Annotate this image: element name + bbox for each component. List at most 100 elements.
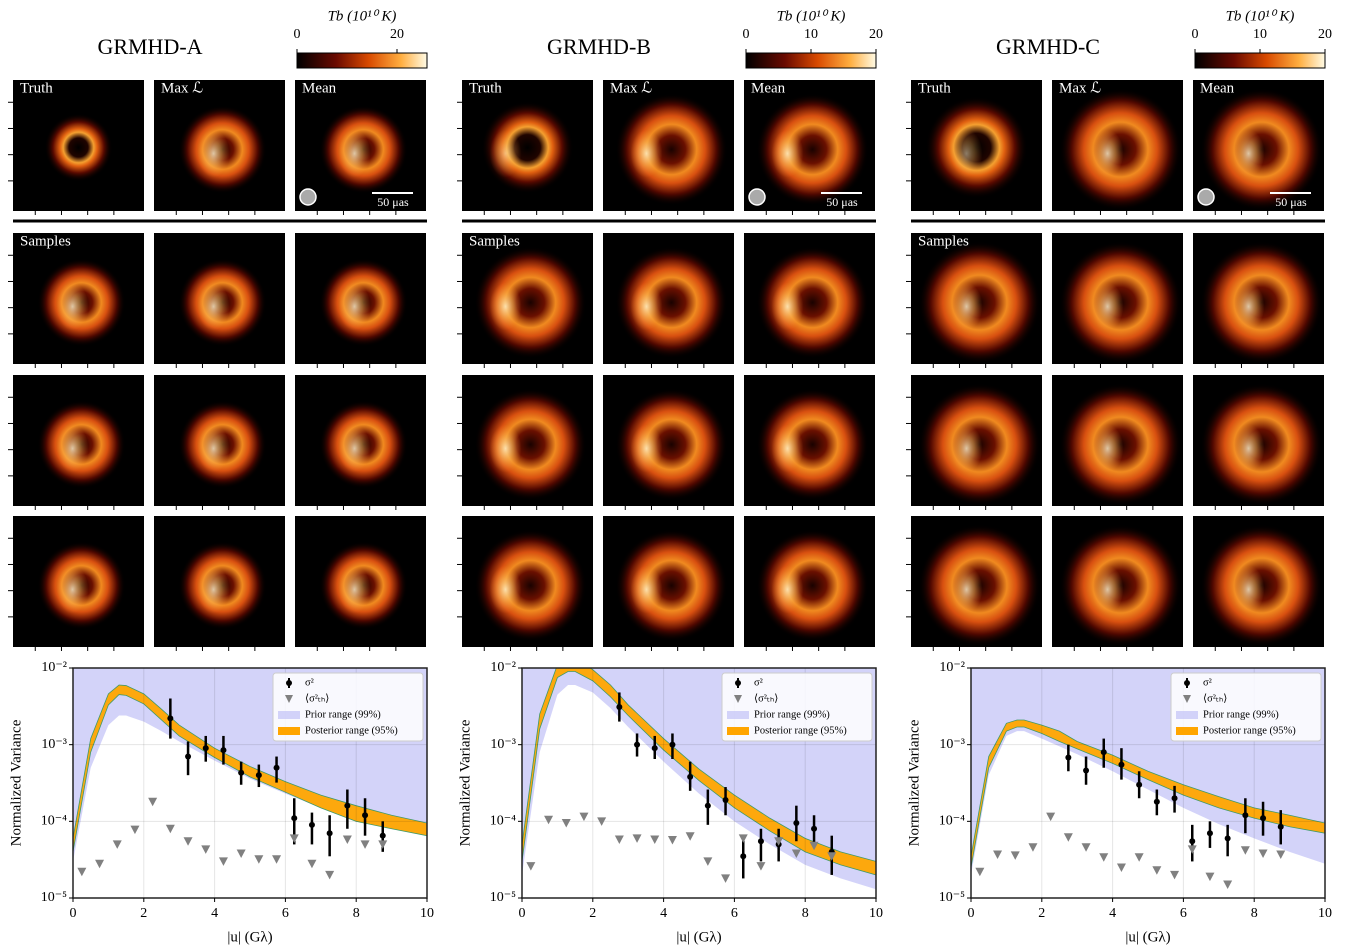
bright-spot bbox=[197, 424, 230, 473]
plot-frame bbox=[521, 667, 877, 899]
legend-label: Posterior range (95%) bbox=[1203, 725, 1296, 736]
ring-emission bbox=[615, 388, 728, 501]
panel-title: GRMHD-B bbox=[547, 34, 651, 59]
x-tick-label: 4 bbox=[660, 906, 667, 921]
image-label: Truth bbox=[469, 80, 502, 96]
bright-spot bbox=[338, 424, 371, 473]
legend-label: Posterior range (95%) bbox=[305, 725, 398, 736]
triangle-point bbox=[1134, 853, 1144, 862]
bright-spot bbox=[630, 282, 663, 331]
legend-box bbox=[721, 672, 873, 742]
legend-label: ⟨σ²ₜₕ⟩ bbox=[305, 692, 329, 704]
beam bbox=[1197, 188, 1215, 206]
bright-spot bbox=[338, 565, 371, 614]
triangle-point bbox=[148, 797, 158, 807]
y-tick-label: 10⁻⁴ bbox=[939, 814, 965, 829]
data-point bbox=[255, 772, 262, 779]
triangle-point bbox=[667, 836, 677, 845]
triangle-point bbox=[526, 862, 536, 871]
legend-marker bbox=[727, 727, 749, 735]
triangle-point bbox=[272, 855, 282, 864]
bright-spot bbox=[950, 424, 983, 473]
data-point bbox=[362, 812, 369, 819]
colorbar-tick-label: 0 bbox=[743, 27, 750, 42]
x-tick-label: 6 bbox=[1180, 906, 1187, 921]
x-tick-label: 8 bbox=[1251, 906, 1258, 921]
colorbar bbox=[296, 52, 428, 69]
x-tick-label: 0 bbox=[968, 906, 975, 921]
x-tick-label: 0 bbox=[519, 906, 526, 921]
colorbar-tick-label: 0 bbox=[1192, 27, 1199, 42]
bright-spot bbox=[1232, 129, 1265, 178]
x-tick-label: 2 bbox=[1038, 906, 1045, 921]
triangle-point bbox=[1152, 866, 1162, 875]
triangle-point bbox=[325, 870, 335, 880]
data-point bbox=[1206, 830, 1213, 837]
data-point bbox=[1083, 767, 1090, 774]
triangle-point bbox=[236, 849, 246, 859]
x-axis-label: |u| (Gλ) bbox=[1125, 929, 1170, 945]
data-point bbox=[1260, 815, 1267, 822]
bright-spot bbox=[771, 129, 804, 178]
ring-emission bbox=[756, 388, 869, 501]
bright-spot bbox=[630, 424, 663, 473]
bright-spot bbox=[489, 424, 522, 473]
bright-spot bbox=[197, 129, 230, 178]
ring-emission bbox=[474, 246, 587, 359]
data-point bbox=[669, 741, 676, 748]
bright-spot bbox=[1232, 282, 1265, 331]
legend-marker bbox=[278, 711, 300, 719]
plot-frame bbox=[72, 667, 428, 899]
legend-marker bbox=[1176, 711, 1198, 719]
triangle-point bbox=[756, 862, 766, 871]
data-point bbox=[757, 838, 764, 845]
data-point bbox=[687, 773, 694, 780]
data-point bbox=[1153, 798, 1160, 805]
data-point bbox=[1171, 795, 1178, 802]
triangle-point bbox=[1205, 872, 1215, 882]
triangle-point bbox=[183, 837, 193, 846]
legend-label: Posterior range (95%) bbox=[754, 725, 847, 736]
triangle-point bbox=[685, 832, 695, 841]
legend-marker bbox=[285, 695, 293, 703]
bright-spot bbox=[771, 565, 804, 614]
x-tick-label: 8 bbox=[353, 906, 360, 921]
bright-spot bbox=[950, 129, 983, 178]
panel-title: GRMHD-A bbox=[97, 34, 202, 59]
image-label: Max ℒ bbox=[610, 80, 652, 96]
data-point bbox=[1277, 823, 1284, 830]
image-label: Mean bbox=[751, 80, 786, 96]
beam bbox=[748, 188, 766, 206]
samples-label: Samples bbox=[20, 233, 71, 249]
triangle-point bbox=[975, 867, 985, 877]
triangle-point bbox=[632, 834, 642, 843]
bright-spot bbox=[1091, 129, 1124, 178]
y-tick-label: 10⁻² bbox=[490, 660, 516, 675]
colorbar-label: Tb (10¹⁰ K) bbox=[1226, 8, 1295, 24]
data-point bbox=[202, 745, 209, 752]
triangle-point bbox=[827, 852, 837, 861]
legend-marker bbox=[286, 680, 292, 686]
y-tick-label: 10⁻² bbox=[41, 660, 67, 675]
beam bbox=[299, 188, 317, 206]
triangle-point bbox=[1010, 851, 1020, 860]
triangle-point bbox=[1223, 880, 1233, 889]
y-tick-label: 10⁻³ bbox=[490, 737, 516, 752]
bright-spot bbox=[56, 565, 89, 614]
band bbox=[73, 684, 427, 852]
y-tick-label: 10⁻⁵ bbox=[939, 890, 965, 905]
x-tick-label: 10 bbox=[869, 906, 883, 921]
legend-box bbox=[272, 672, 424, 742]
band bbox=[971, 719, 1325, 868]
panel-title: GRMHD-C bbox=[996, 34, 1100, 59]
legend-marker bbox=[734, 695, 742, 703]
data-point bbox=[326, 830, 333, 837]
colorbar-label: Tb (10¹⁰ K) bbox=[328, 8, 397, 24]
scale-label: 50 μas bbox=[377, 195, 409, 209]
x-tick-label: 6 bbox=[731, 906, 738, 921]
bright-spot bbox=[950, 282, 983, 331]
band bbox=[522, 668, 876, 876]
bright-spot bbox=[950, 565, 983, 614]
ring-emission bbox=[756, 93, 869, 206]
